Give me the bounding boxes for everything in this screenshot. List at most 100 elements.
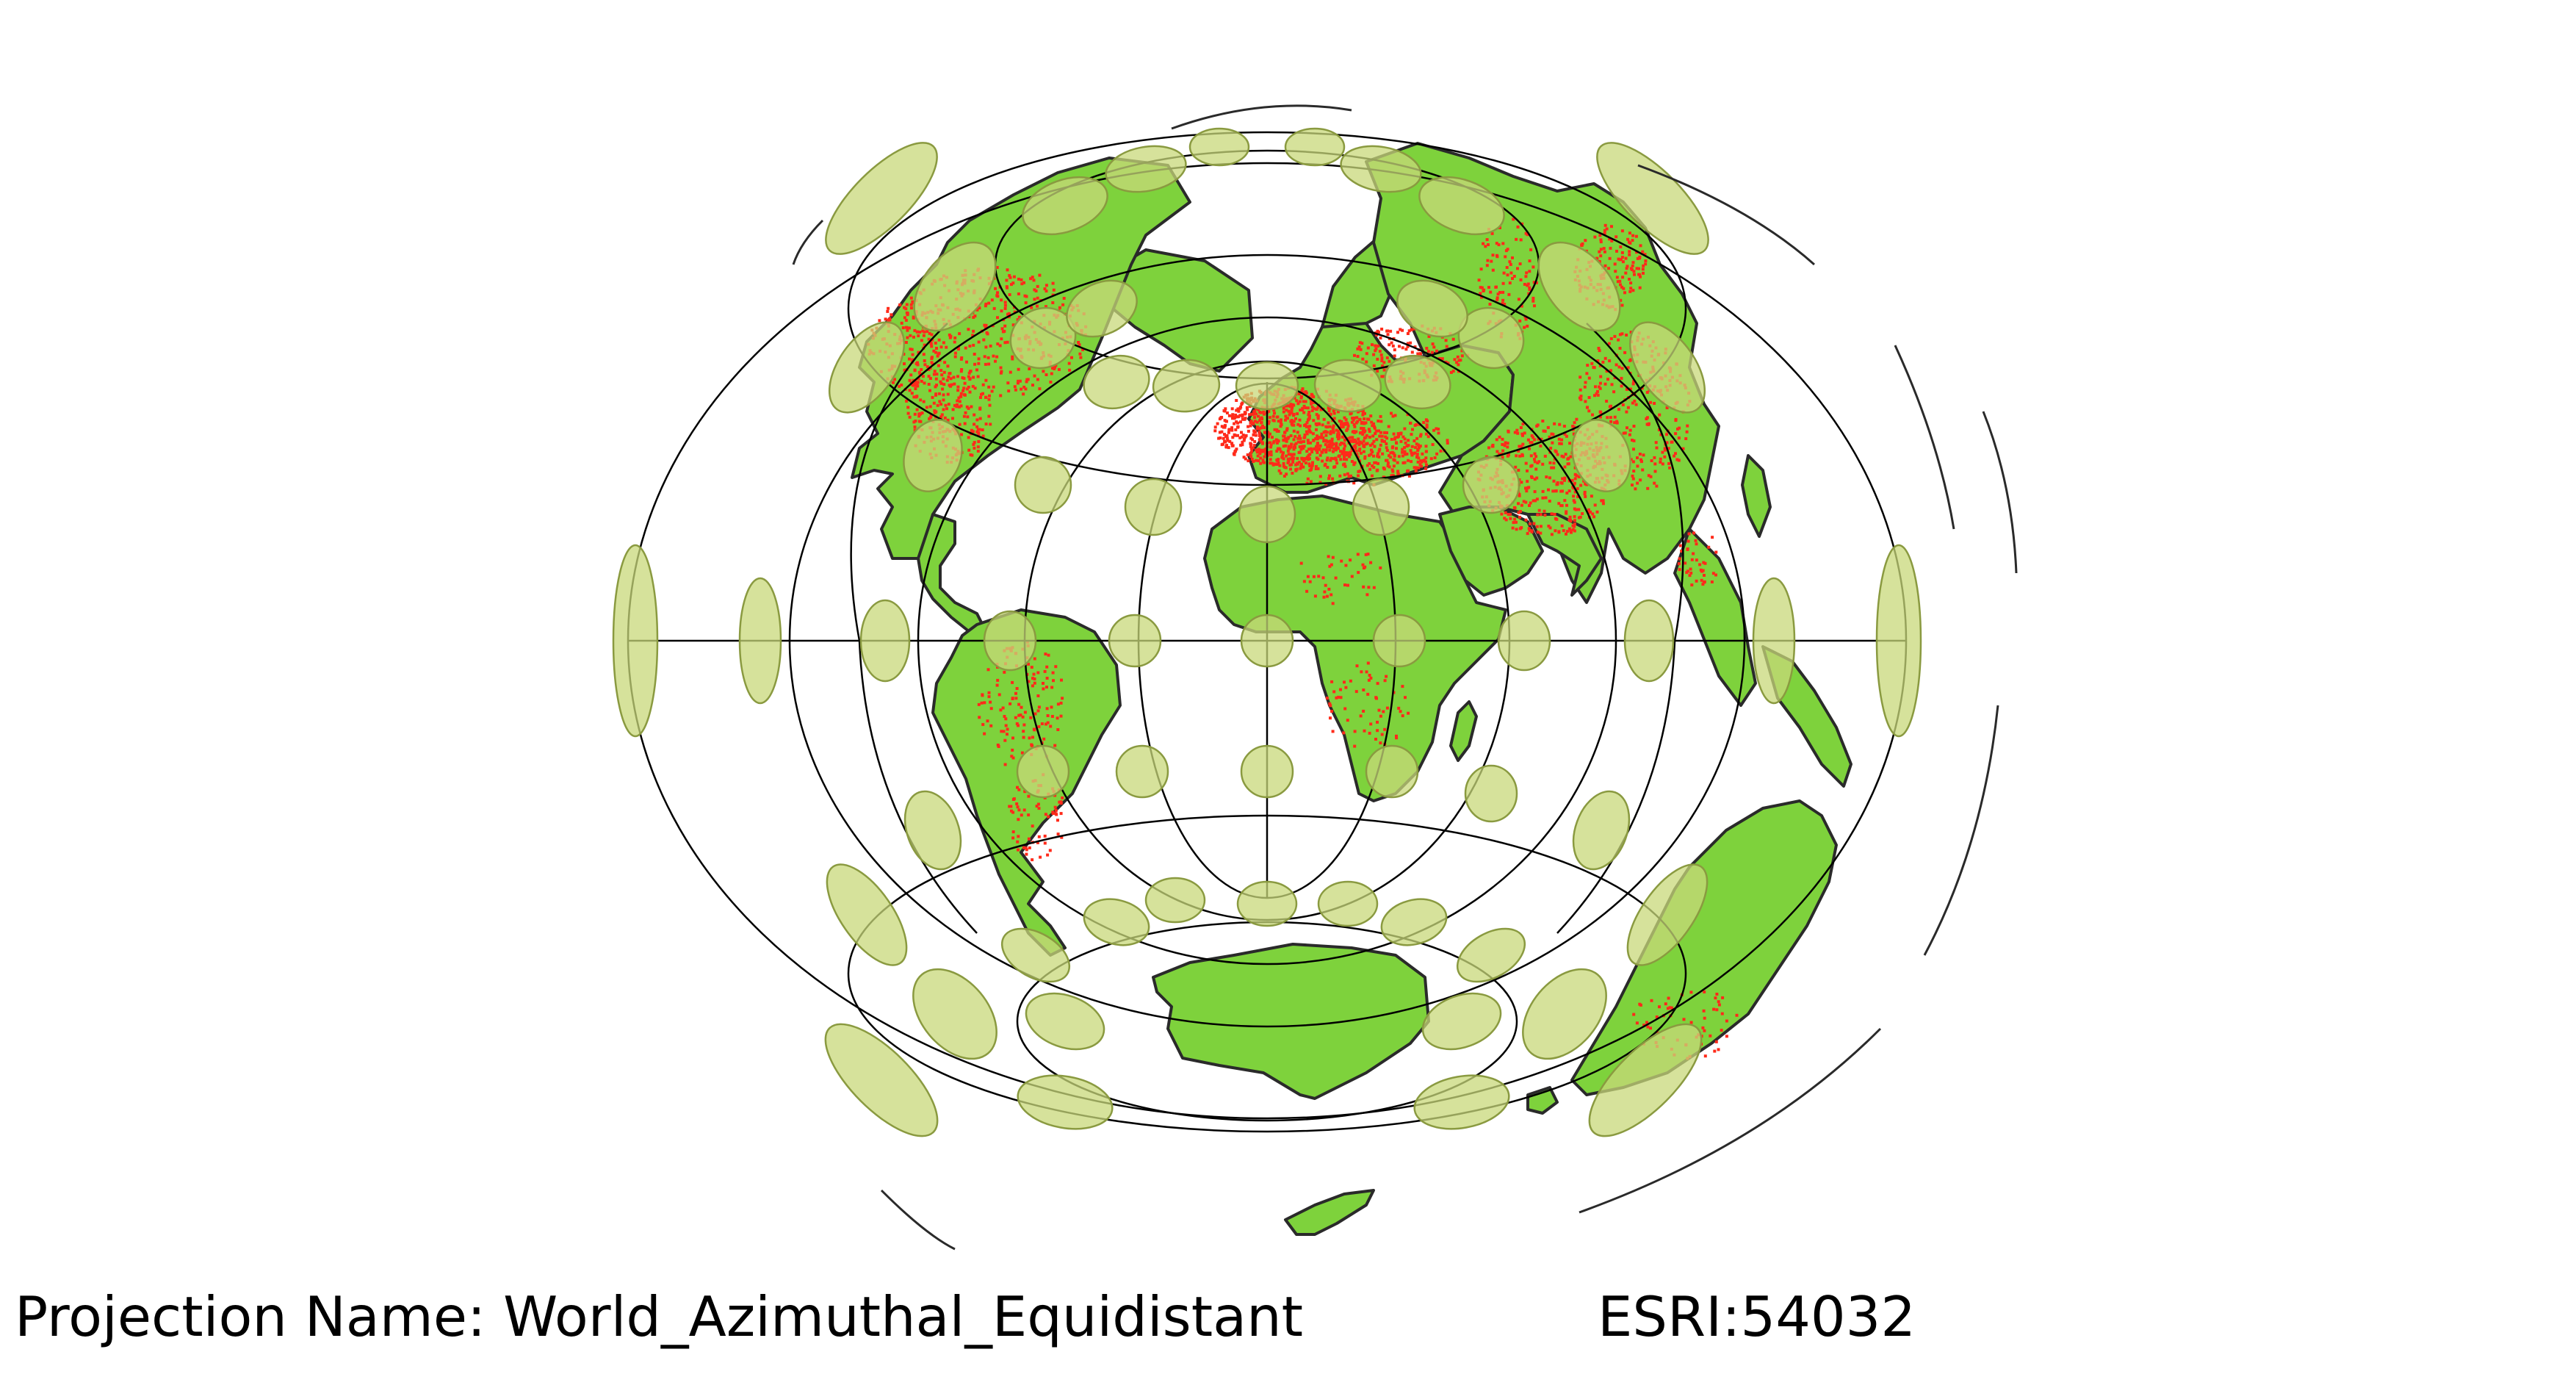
point-marker xyxy=(1321,423,1324,427)
point-marker xyxy=(1297,461,1301,464)
point-marker xyxy=(909,296,913,300)
point-marker xyxy=(1509,271,1513,275)
point-marker xyxy=(1302,440,1306,443)
point-marker xyxy=(1562,529,1565,533)
point-marker xyxy=(1346,472,1349,475)
point-marker xyxy=(1399,710,1402,713)
point-marker xyxy=(1045,665,1049,669)
point-marker xyxy=(1277,462,1280,466)
point-marker xyxy=(1308,580,1312,583)
point-marker xyxy=(1017,315,1021,319)
point-marker xyxy=(1363,436,1366,439)
point-marker xyxy=(1385,446,1388,450)
point-marker xyxy=(1379,414,1382,418)
point-marker xyxy=(1343,416,1346,420)
point-marker xyxy=(1269,441,1271,445)
point-marker xyxy=(1027,837,1031,841)
point-marker xyxy=(1661,462,1664,466)
point-marker xyxy=(938,392,941,395)
point-marker xyxy=(910,348,914,351)
point-marker xyxy=(1290,463,1294,467)
fringe-arc-top-right xyxy=(1637,164,1815,266)
point-marker xyxy=(973,422,976,426)
point-marker xyxy=(1003,715,1006,718)
point-marker xyxy=(1372,422,1375,425)
point-marker xyxy=(1628,433,1631,436)
point-marker xyxy=(1541,489,1545,493)
point-marker xyxy=(1610,239,1614,242)
point-marker xyxy=(1711,536,1714,539)
point-marker xyxy=(1310,464,1314,467)
point-marker xyxy=(1305,430,1308,434)
point-marker xyxy=(1363,421,1367,425)
point-marker xyxy=(1350,420,1354,424)
point-marker xyxy=(1003,738,1007,742)
point-marker xyxy=(1341,425,1345,428)
point-marker xyxy=(1591,512,1595,516)
point-marker xyxy=(1275,442,1279,445)
point-marker xyxy=(1455,361,1459,364)
point-marker xyxy=(1444,339,1448,342)
tissot-indicatrix-ellipse xyxy=(1017,1074,1114,1130)
point-marker xyxy=(1350,460,1354,463)
point-marker xyxy=(1376,370,1379,373)
point-marker xyxy=(1017,367,1020,371)
point-marker xyxy=(1263,412,1266,416)
point-marker xyxy=(1366,692,1370,696)
point-marker xyxy=(906,336,909,339)
point-marker xyxy=(1626,265,1629,268)
point-marker xyxy=(986,332,989,336)
point-marker xyxy=(1613,262,1617,266)
point-marker xyxy=(1241,414,1244,418)
point-marker xyxy=(934,341,937,345)
point-marker xyxy=(1031,684,1034,688)
point-marker xyxy=(1217,436,1221,440)
point-marker xyxy=(977,340,981,344)
point-marker xyxy=(1526,438,1530,442)
point-marker xyxy=(1346,424,1350,428)
point-marker xyxy=(1324,450,1328,454)
point-marker xyxy=(1620,256,1624,259)
point-marker xyxy=(965,405,969,409)
point-marker xyxy=(1587,409,1591,413)
point-marker xyxy=(1292,429,1296,433)
point-marker xyxy=(1628,253,1631,256)
point-marker xyxy=(1246,408,1249,411)
point-marker xyxy=(1572,499,1576,503)
point-marker xyxy=(1233,422,1236,425)
point-marker xyxy=(920,339,923,342)
point-marker xyxy=(1674,452,1677,456)
point-marker xyxy=(987,385,991,389)
point-marker xyxy=(980,701,984,705)
point-marker xyxy=(1561,477,1565,481)
point-marker xyxy=(1240,403,1244,406)
point-marker xyxy=(918,331,922,334)
point-marker xyxy=(1489,290,1493,294)
tissot-indicatrix-ellipse xyxy=(1372,614,1426,668)
point-marker xyxy=(1361,411,1365,414)
point-marker xyxy=(1603,223,1607,227)
point-marker xyxy=(952,375,956,379)
point-marker xyxy=(1701,583,1705,586)
point-marker xyxy=(1351,417,1354,420)
point-marker xyxy=(1379,443,1382,447)
point-marker xyxy=(1340,442,1343,445)
point-marker xyxy=(1005,278,1009,282)
point-marker xyxy=(1254,434,1258,437)
point-marker xyxy=(1579,375,1582,379)
point-marker xyxy=(904,318,908,322)
point-marker xyxy=(1352,416,1356,420)
point-marker xyxy=(1695,558,1698,562)
point-marker xyxy=(1357,437,1360,441)
point-marker xyxy=(1036,709,1040,713)
point-marker xyxy=(1432,345,1436,349)
point-marker xyxy=(1296,422,1300,426)
point-marker xyxy=(1329,431,1332,435)
point-marker xyxy=(1324,583,1327,587)
point-marker xyxy=(1081,348,1085,351)
point-marker xyxy=(1303,424,1306,428)
point-marker xyxy=(1353,444,1357,447)
point-marker xyxy=(1352,463,1356,467)
point-marker xyxy=(1366,346,1370,350)
point-marker xyxy=(913,328,917,332)
